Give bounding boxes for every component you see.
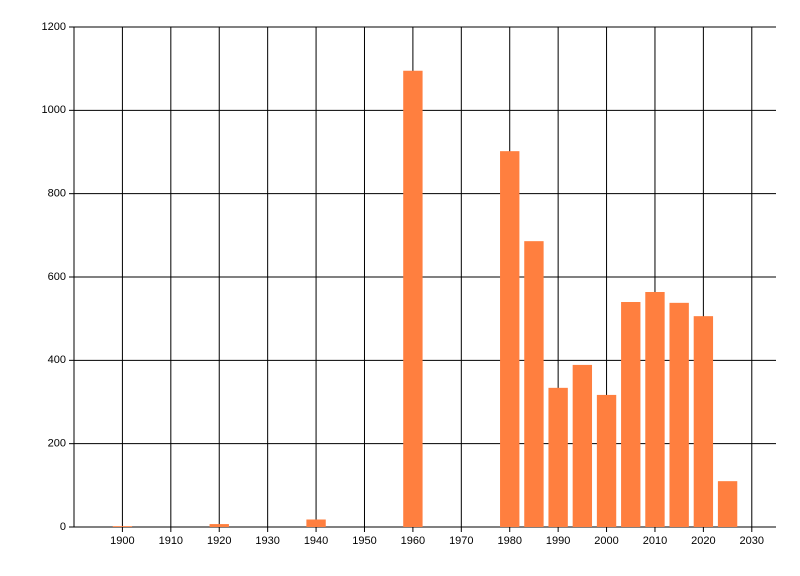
- bar: [669, 302, 689, 527]
- y-tick-label: 200: [48, 438, 66, 450]
- x-tick-label: 2000: [594, 535, 618, 547]
- bar: [306, 519, 326, 527]
- x-tick-label: 1990: [546, 535, 570, 547]
- x-tick-label: 1950: [352, 535, 376, 547]
- bar: [717, 481, 738, 527]
- bar: [596, 394, 617, 527]
- bar: [209, 524, 229, 527]
- x-tick-label: 1960: [401, 535, 425, 547]
- x-tick-label: 1980: [497, 535, 521, 547]
- x-tick-label: 1930: [255, 535, 279, 547]
- x-tick-label: 1920: [207, 535, 231, 547]
- y-tick-label: 800: [48, 188, 66, 200]
- y-tick-label: 400: [48, 354, 66, 366]
- bar: [693, 316, 714, 527]
- x-tick-label: 1940: [304, 535, 328, 547]
- bar: [403, 70, 423, 527]
- bar: [524, 241, 544, 527]
- x-tick-label: 1900: [110, 535, 134, 547]
- bar: [621, 302, 641, 527]
- x-tick-label: 2030: [740, 535, 764, 547]
- x-tick-label: 2020: [691, 535, 715, 547]
- bar: [572, 364, 593, 527]
- x-tick-label: 2010: [643, 535, 667, 547]
- y-tick-label: 1200: [42, 21, 66, 33]
- x-tick-label: 1970: [449, 535, 473, 547]
- y-tick-label: 600: [48, 271, 66, 283]
- bar: [645, 292, 665, 527]
- y-tick-label: 1000: [42, 104, 66, 116]
- x-tick-label: 1910: [159, 535, 183, 547]
- bar: [548, 387, 568, 527]
- y-tick-label: 0: [60, 521, 66, 533]
- bar: [112, 526, 133, 527]
- bar: [500, 151, 520, 527]
